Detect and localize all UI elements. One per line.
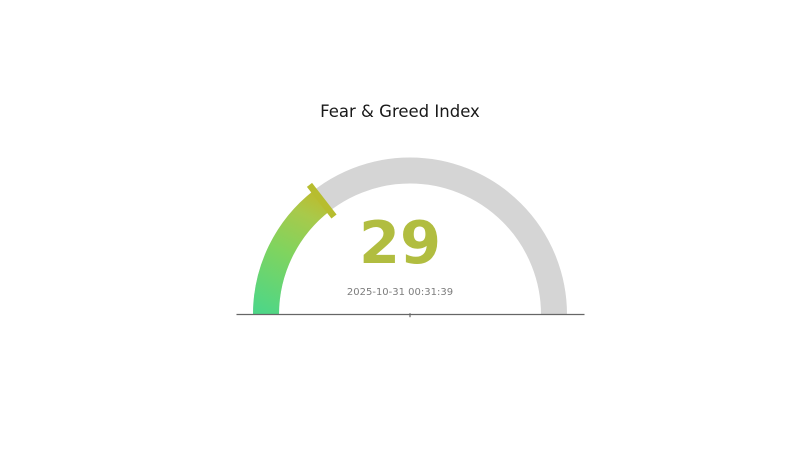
gauge-value: 29	[358, 208, 442, 277]
gauge-timestamp: 2025-10-31 00:31:39	[346, 287, 454, 298]
gauge-needle-tick	[306, 182, 337, 219]
chart-title: Fear & Greed Index	[320, 102, 480, 121]
gauge-value-arc	[253, 190, 330, 315]
